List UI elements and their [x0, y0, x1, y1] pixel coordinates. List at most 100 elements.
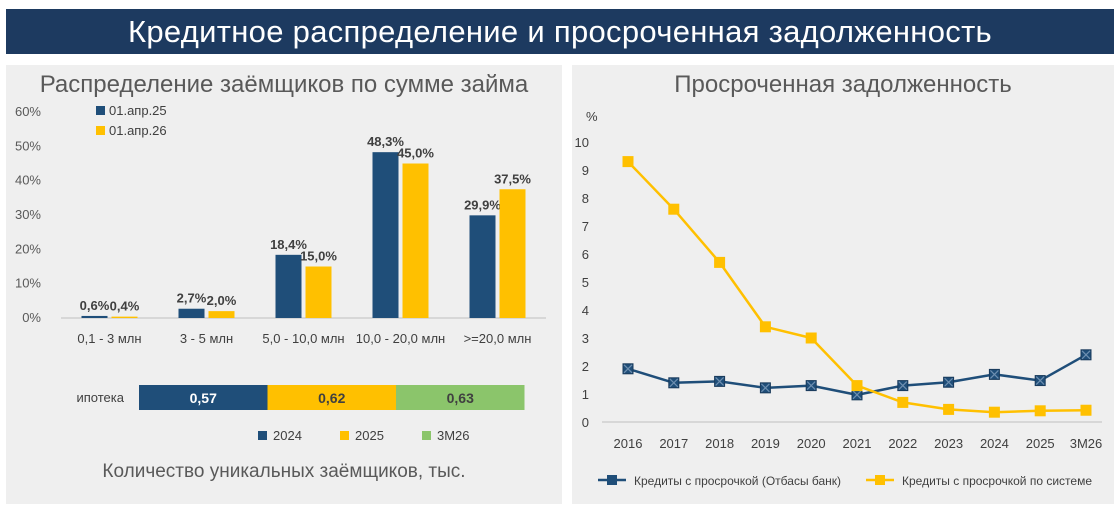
y-tick-label: 30%: [15, 207, 41, 222]
legend-label: 01.апр.25: [109, 103, 167, 118]
x-tick-label: 3 - 5 млн: [180, 331, 233, 346]
stacked-segment: [139, 385, 268, 410]
y-tick-label: 9: [582, 163, 589, 178]
data-point-cross: [669, 378, 679, 388]
y-tick-label: 10%: [15, 276, 41, 291]
data-point-marker: [714, 256, 726, 268]
y-tick-label: 6: [582, 247, 589, 262]
y-tick-label: 50%: [15, 138, 41, 153]
data-point-cross: [944, 377, 954, 387]
y-tick-label: 0%: [22, 310, 41, 325]
legend-marker: [340, 431, 349, 440]
bar: [372, 152, 399, 318]
y-tick-label: 10: [575, 135, 589, 150]
bar-data-label: 0,6%: [80, 298, 110, 313]
x-tick-label: 3М26: [1070, 436, 1103, 451]
data-point-cross: [898, 381, 908, 391]
bar-data-label: 2,0%: [207, 293, 237, 308]
data-point-marker: [805, 332, 817, 344]
x-tick-label: 2025: [1026, 436, 1055, 451]
legend-label: 3М26: [437, 428, 470, 443]
borrowers-footnote: Количество уникальных заёмщиков, тыс.: [102, 461, 466, 482]
x-tick-label: 2021: [843, 436, 872, 451]
y-tick-label: 4: [582, 303, 589, 318]
y-tick-label: 5: [582, 275, 589, 290]
legend-label: Кредиты с просрочкой по системе: [902, 474, 1092, 488]
x-tick-label: 2024: [980, 436, 1009, 451]
data-point-marker: [1034, 405, 1046, 417]
y-tick-label: 20%: [15, 241, 41, 256]
bar-data-label: 15,0%: [300, 249, 337, 264]
legend-marker: [875, 475, 885, 485]
data-point-cross: [806, 381, 816, 391]
data-point-cross: [1035, 376, 1045, 385]
y-tick-label: 7: [582, 219, 589, 234]
overdue-debt-panel: Просроченная задолженность % 0 1 2 3 4 5 6 7 8 9 10…: [572, 65, 1114, 504]
legend-label: Кредиты с просрочкой (Отбасы банк): [634, 474, 841, 488]
stacked-segment: [267, 385, 396, 410]
data-point-marker: [897, 396, 909, 408]
x-tick-label: 2020: [797, 436, 826, 451]
bar-data-label: 0,4%: [110, 299, 140, 314]
page-title-banner: Кредитное распределение и просроченная з…: [6, 9, 1114, 54]
x-tick-label: 2023: [934, 436, 963, 451]
data-point-marker: [622, 156, 634, 168]
x-tick-label: 5,0 - 10,0 млн: [262, 331, 344, 346]
y-tick-label: 2: [582, 359, 589, 374]
x-tick-label: >=20,0 млн: [464, 331, 532, 346]
y-tick-label: 0: [582, 415, 589, 430]
segment-data-label: 0,57: [190, 390, 217, 406]
bar: [402, 163, 429, 318]
mortgage-stacked-chart: ипотека 0,57 2024 0,62 2025 0,63 3М26: [77, 385, 525, 443]
data-point-cross: [623, 364, 633, 374]
bar-data-label: 45,0%: [397, 146, 434, 161]
overdue-debt-chart: % 0 1 2 3 4 5 6 7 8 9 10 2016 2017 2018 2019 2020 2021 202…: [575, 109, 1103, 488]
y-tick-label: 60%: [15, 104, 41, 119]
loan-distribution-panel: Распределение заёмщиков по сумме займа 0…: [6, 65, 562, 504]
data-point-cross: [852, 390, 862, 400]
x-tick-label: 0,1 - 3 млн: [77, 331, 141, 346]
category-label: ипотека: [77, 390, 125, 405]
data-point-marker: [759, 321, 771, 333]
loan-distribution-chart: 0% 10% 20% 30% 40% 50% 60% 0,6% 0,4% 0,1 - 3 млн 2…: [15, 103, 546, 346]
y-tick-label: 8: [582, 191, 589, 206]
bar: [81, 315, 108, 318]
y-tick-label: 40%: [15, 173, 41, 188]
data-point-marker: [851, 380, 863, 392]
legend-label: 2024: [273, 428, 302, 443]
data-point-marker: [668, 203, 680, 215]
bar: [499, 189, 526, 318]
bar-data-label: 29,9%: [464, 197, 501, 212]
bar: [275, 254, 302, 318]
x-tick-label: 2017: [659, 436, 688, 451]
x-tick-label: 10,0 - 20,0 млн: [356, 331, 445, 346]
bar: [111, 316, 138, 318]
data-point-cross: [760, 383, 770, 393]
data-point-cross: [1081, 350, 1091, 360]
data-point-marker: [943, 403, 955, 415]
series-line: [627, 160, 1087, 414]
x-tick-label: 2016: [614, 436, 643, 451]
y-axis-unit-label: %: [586, 109, 598, 124]
bar-data-label: 37,5%: [494, 171, 531, 186]
data-point-marker: [1080, 404, 1092, 416]
page-title: Кредитное распределение и просроченная з…: [127, 13, 993, 49]
legend-marker: [96, 126, 105, 135]
x-tick-label: 2019: [751, 436, 780, 451]
overdue-debt-title: Просроченная задолженность: [674, 71, 1012, 98]
legend-marker: [607, 475, 617, 485]
y-tick-label: 3: [582, 331, 589, 346]
stacked-segment: [396, 385, 525, 410]
x-tick-label: 2018: [705, 436, 734, 451]
bar: [469, 215, 496, 318]
x-tick-label: 2022: [888, 436, 917, 451]
bar-data-label: 2,7%: [177, 291, 207, 306]
data-point-marker: [988, 406, 1000, 418]
legend-marker: [258, 431, 267, 440]
legend-label: 01.апр.26: [109, 123, 167, 138]
y-tick-label: 1: [582, 387, 589, 402]
loan-distribution-title: Распределение заёмщиков по сумме займа: [39, 71, 529, 98]
bar: [178, 308, 205, 318]
segment-data-label: 0,63: [447, 390, 474, 406]
legend-label: 2025: [355, 428, 384, 443]
